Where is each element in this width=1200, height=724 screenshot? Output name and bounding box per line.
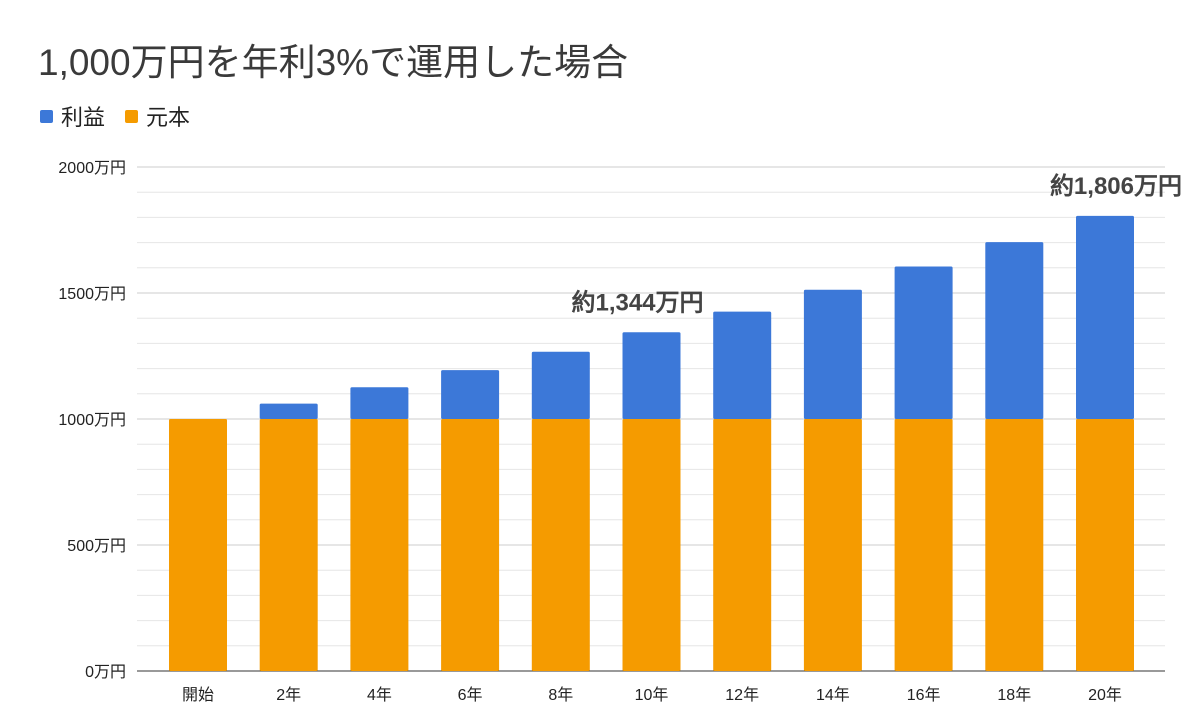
x-tick-label: 開始 xyxy=(182,686,214,704)
bar-profit xyxy=(985,242,1044,419)
bar-principal xyxy=(441,419,500,671)
bar-principal xyxy=(531,419,590,671)
bar-profit xyxy=(622,332,681,419)
x-tick-label: 4年 xyxy=(367,686,392,704)
bar-principal xyxy=(894,419,953,671)
bar-profit xyxy=(531,351,590,419)
x-tick-label: 8年 xyxy=(548,686,573,704)
data-annotation: 約1,344万円 xyxy=(571,288,703,316)
y-tick-label: 1000万円 xyxy=(58,412,126,429)
legend-swatch-principal xyxy=(125,109,139,123)
bar-principal xyxy=(713,419,772,671)
bar-principal xyxy=(169,419,227,671)
x-tick-label: 10年 xyxy=(635,686,669,704)
legend-label-profit: 利益 xyxy=(61,105,106,130)
bar-principal xyxy=(259,419,318,671)
legend-label-principal: 元本 xyxy=(146,105,191,130)
y-tick-label: 500万円 xyxy=(67,538,126,555)
data-annotation: 約1,806万円 xyxy=(1050,172,1182,200)
bar-profit xyxy=(259,403,318,419)
bar-principal xyxy=(622,419,681,671)
bar-profit xyxy=(894,266,953,419)
y-tick-label: 1500万円 xyxy=(58,286,126,303)
legend: 利益 元本 xyxy=(40,100,200,132)
x-tick-label: 20年 xyxy=(1088,686,1122,704)
bar-profit xyxy=(350,387,409,419)
bar-principal xyxy=(350,419,409,671)
x-tick-label: 2年 xyxy=(276,686,301,704)
bar-profit xyxy=(803,289,862,419)
bar-profit xyxy=(713,311,772,419)
chart-title: 1,000万円を年利3%で運用した場合 xyxy=(38,42,629,83)
bar-profit xyxy=(441,370,500,419)
x-tick-label: 14年 xyxy=(816,686,850,704)
bar-principal xyxy=(803,419,862,671)
legend-swatch-profit xyxy=(40,109,53,123)
x-tick-label: 6年 xyxy=(458,686,483,704)
y-tick-label: 0万円 xyxy=(85,664,126,681)
x-tick-label: 12年 xyxy=(725,686,759,704)
x-tick-label: 16年 xyxy=(907,686,941,704)
legend-item-principal: 元本 xyxy=(125,100,190,132)
bar-principal xyxy=(1076,419,1134,671)
y-tick-label: 2000万円 xyxy=(58,160,126,177)
legend-item-profit: 利益 xyxy=(40,100,105,132)
bar-principal xyxy=(985,419,1044,671)
x-tick-label: 18年 xyxy=(997,686,1031,704)
bar-profit xyxy=(1076,215,1134,419)
